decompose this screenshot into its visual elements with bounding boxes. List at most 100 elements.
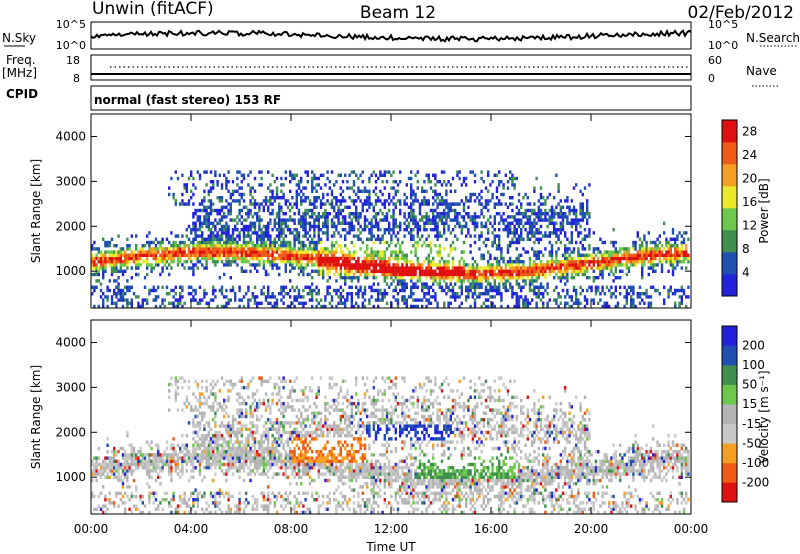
heatmap-cell — [647, 304, 650, 309]
heatmap-cell — [176, 472, 180, 476]
heatmap-cell — [324, 221, 327, 225]
heatmap-cell — [308, 234, 312, 238]
heatmap-cell — [198, 285, 202, 289]
heatmap-cell — [104, 244, 107, 248]
heatmap-cell — [315, 253, 318, 257]
heatmap-cell — [258, 256, 261, 261]
heatmap-cell — [625, 295, 628, 299]
heatmap-cell — [460, 266, 463, 270]
heatmap-cell — [333, 250, 336, 254]
heatmap-cell — [201, 240, 204, 245]
heatmap-cell — [212, 250, 215, 254]
heatmap-cell — [359, 215, 362, 219]
heatmap-cell — [139, 256, 142, 261]
heatmap-cell — [418, 266, 422, 270]
heatmap-cell — [669, 285, 672, 289]
heatmap-cell — [304, 250, 307, 254]
heatmap-cell — [418, 212, 422, 216]
heatmap-cell — [359, 272, 362, 277]
heatmap-cell — [192, 437, 195, 441]
heatmap-cell — [179, 469, 182, 473]
heatmap-cell — [566, 263, 569, 267]
heatmap-cell — [403, 269, 406, 273]
heatmap-cell — [201, 443, 204, 447]
heatmap-cell — [258, 183, 261, 187]
heatmap-cell — [146, 256, 149, 261]
heatmap-cell — [132, 462, 136, 467]
heatmap-cell — [577, 298, 580, 302]
heatmap-cell — [256, 244, 259, 248]
heatmap-cell — [205, 170, 208, 174]
heatmap-cell — [249, 186, 252, 190]
heatmap-cell — [170, 456, 173, 460]
heatmap-cell — [341, 189, 345, 193]
heatmap-cell — [410, 228, 413, 232]
heatmap-cell — [203, 494, 206, 499]
heatmap-cell — [137, 295, 140, 299]
heatmap-cell — [506, 231, 510, 235]
heatmap-cell — [234, 189, 237, 193]
heatmap-cell — [586, 301, 589, 305]
heatmap-cell — [245, 260, 248, 264]
heatmap-cell — [179, 202, 182, 206]
heatmap-cell — [132, 260, 136, 264]
heatmap-cell — [368, 176, 371, 181]
heatmap-cell — [383, 250, 386, 254]
heatmap-cell — [561, 260, 565, 264]
heatmap-cell — [115, 263, 118, 267]
heatmap-cell — [372, 269, 375, 273]
heatmap-cell — [190, 196, 193, 200]
heatmap-cell — [330, 247, 334, 251]
heatmap-cell — [383, 279, 386, 283]
heatmap-cell — [192, 491, 195, 495]
heatmap-cell — [506, 288, 510, 293]
power-y-axis-label: Slant Range [km] — [29, 159, 43, 263]
heatmap-cell — [229, 244, 232, 248]
heatmap-cell — [667, 288, 670, 293]
heatmap-cell — [284, 234, 287, 238]
heatmap-cell — [322, 269, 325, 273]
heatmap-cell — [645, 250, 648, 254]
heatmap-cell — [559, 272, 562, 277]
heatmap-cell — [434, 276, 437, 280]
heatmap-cell — [293, 212, 296, 216]
heatmap-cell — [612, 250, 615, 254]
heatmap-cell — [515, 247, 518, 251]
heatmap-cell — [366, 244, 369, 248]
heatmap-cell — [154, 466, 158, 470]
heatmap-cell — [493, 304, 496, 309]
heatmap-cell — [577, 269, 580, 273]
heatmap-cell — [91, 247, 94, 251]
heatmap-cell — [559, 231, 562, 235]
heatmap-cell — [163, 304, 166, 309]
heatmap-cell — [557, 266, 560, 270]
heatmap-cell — [513, 176, 516, 181]
heatmap-cell — [333, 272, 336, 277]
heatmap-cell — [253, 205, 257, 209]
heatmap-cell — [396, 276, 400, 280]
heatmap-cell — [258, 215, 261, 219]
heatmap-cell — [121, 272, 125, 277]
heatmap-cell — [586, 205, 589, 209]
heatmap-cell — [161, 260, 164, 264]
heatmap-cell — [581, 212, 584, 216]
heatmap-cell — [161, 247, 164, 251]
heatmap-cell — [322, 215, 325, 219]
heatmap-cell — [429, 269, 433, 273]
heatmap-cell — [308, 228, 312, 232]
heatmap-cell — [381, 234, 384, 238]
heatmap-cell — [110, 263, 114, 267]
heatmap-cell — [480, 276, 483, 280]
heatmap-cell — [172, 244, 175, 248]
heatmap-cell — [449, 231, 452, 235]
heatmap-cell — [484, 224, 488, 229]
heatmap-cell — [460, 272, 463, 277]
heatmap-cell — [495, 260, 499, 264]
heatmap-cell — [361, 304, 364, 309]
heatmap-cell — [165, 462, 169, 467]
heatmap-cell — [148, 453, 151, 457]
heatmap-cell — [192, 408, 195, 412]
heatmap-cell — [132, 292, 136, 296]
heatmap-cell — [165, 292, 169, 296]
heatmap-cell — [141, 250, 144, 254]
